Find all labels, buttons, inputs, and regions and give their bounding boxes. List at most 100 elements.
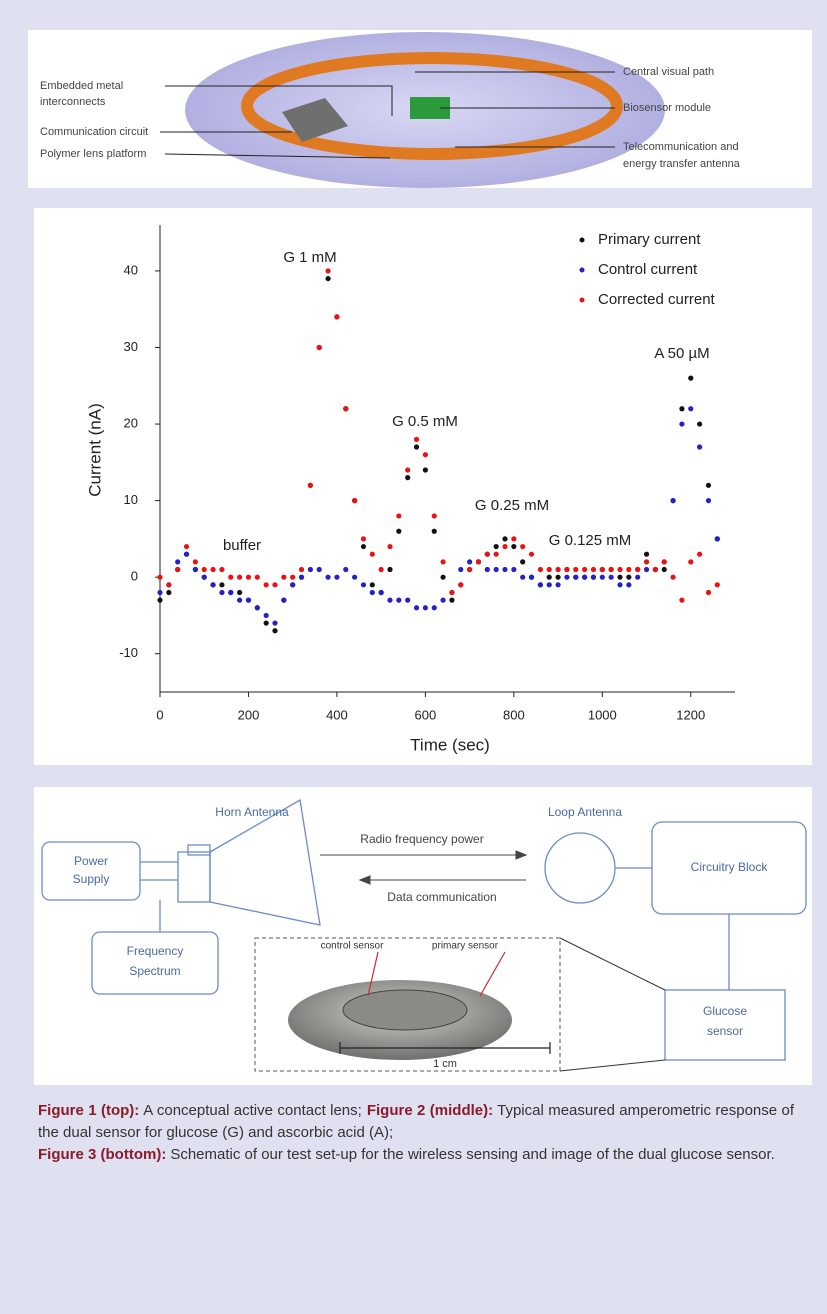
- point: [157, 590, 162, 595]
- label: energy transfer antenna: [623, 158, 741, 170]
- point: [502, 536, 507, 541]
- x-tick-label: 200: [238, 707, 260, 722]
- point: [343, 567, 348, 572]
- point: [325, 575, 330, 580]
- point: [706, 483, 711, 488]
- point: [458, 567, 463, 572]
- point: [511, 567, 516, 572]
- point: [529, 575, 534, 580]
- point: [670, 498, 675, 503]
- point: [405, 467, 410, 472]
- point: [697, 444, 702, 449]
- label: Spectrum: [129, 964, 180, 978]
- point: [219, 590, 224, 595]
- point: [502, 544, 507, 549]
- point: [166, 590, 171, 595]
- point: [414, 437, 419, 442]
- point: [361, 544, 366, 549]
- point: [370, 582, 375, 587]
- point: [352, 498, 357, 503]
- point: [679, 421, 684, 426]
- point: [555, 567, 560, 572]
- point: [246, 598, 251, 603]
- x-tick-label: 0: [156, 707, 163, 722]
- point: [467, 559, 472, 564]
- legend-label: Primary current: [598, 231, 701, 248]
- point: [264, 582, 269, 587]
- caption: Figure 1 (top):A conceptual active conta…: [38, 1100, 794, 1166]
- caption-text: A conceptual active contact lens;: [143, 1102, 362, 1119]
- point: [564, 575, 569, 580]
- label: Telecommunication and: [623, 141, 739, 153]
- point: [520, 575, 525, 580]
- point: [370, 552, 375, 557]
- page: Embedded metal interconnects Communicati…: [0, 0, 827, 1314]
- annotation: G 0.25 mM: [475, 497, 549, 514]
- point: [688, 376, 693, 381]
- point: [440, 575, 445, 580]
- point: [210, 567, 215, 572]
- point: [343, 406, 348, 411]
- y-tick-label: 0: [131, 569, 138, 584]
- point: [387, 598, 392, 603]
- point: [193, 559, 198, 564]
- annotation: G 0.125 mM: [549, 532, 632, 549]
- label: Central visual path: [623, 66, 714, 78]
- point: [626, 582, 631, 587]
- label: Power: [74, 854, 108, 868]
- point: [290, 582, 295, 587]
- point: [432, 605, 437, 610]
- point: [228, 590, 233, 595]
- point: [396, 598, 401, 603]
- point: [432, 529, 437, 534]
- legend-label: Control current: [598, 261, 698, 278]
- point: [626, 575, 631, 580]
- label: Circuitry Block: [691, 860, 769, 874]
- x-tick-label: 1000: [588, 707, 617, 722]
- point: [440, 598, 445, 603]
- point: [662, 567, 667, 572]
- point: [644, 559, 649, 564]
- point: [308, 483, 313, 488]
- point: [202, 575, 207, 580]
- y-tick-label: 10: [124, 492, 138, 507]
- point: [573, 567, 578, 572]
- point: [520, 559, 525, 564]
- point: [529, 552, 534, 557]
- label: Communication circuit: [40, 126, 148, 138]
- point: [414, 605, 419, 610]
- point: [175, 567, 180, 572]
- point: [405, 598, 410, 603]
- point: [272, 628, 277, 633]
- point: [184, 552, 189, 557]
- point: [219, 582, 224, 587]
- label: 1 cm: [433, 1058, 457, 1070]
- point: [715, 536, 720, 541]
- x-tick-label: 600: [415, 707, 437, 722]
- point: [697, 421, 702, 426]
- label: Horn Antenna: [215, 805, 289, 819]
- point: [494, 567, 499, 572]
- point: [325, 268, 330, 273]
- point: [635, 575, 640, 580]
- label: Glucose: [703, 1004, 747, 1018]
- point: [715, 582, 720, 587]
- label: Supply: [73, 872, 110, 886]
- point: [591, 567, 596, 572]
- point: [396, 513, 401, 518]
- point: [299, 575, 304, 580]
- point: [697, 552, 702, 557]
- point: [617, 575, 622, 580]
- point: [644, 552, 649, 557]
- point: [219, 567, 224, 572]
- point: [228, 575, 233, 580]
- point: [281, 575, 286, 580]
- label: interconnects: [40, 96, 106, 108]
- point: [264, 613, 269, 618]
- point: [361, 536, 366, 541]
- annotation: buffer: [223, 537, 261, 554]
- point: [494, 552, 499, 557]
- point: [440, 559, 445, 564]
- point: [511, 536, 516, 541]
- point: [485, 552, 490, 557]
